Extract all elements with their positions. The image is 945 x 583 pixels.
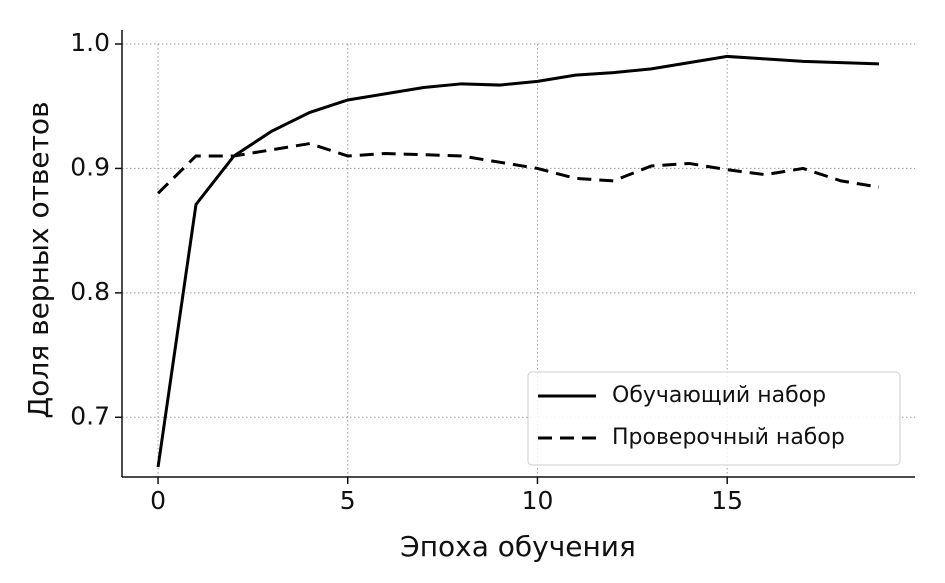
x-tick-label: 10 — [522, 486, 554, 515]
series-line — [156, 54, 880, 468]
y-tick-label: 0.8 — [70, 277, 110, 306]
y-tick-label: 0.9 — [70, 152, 110, 181]
x-tick-label: 15 — [711, 486, 743, 515]
y-tick-label: 0.7 — [70, 401, 110, 430]
y-tick-label: 1.0 — [70, 28, 110, 57]
legend-label: Обучающий набор — [612, 383, 826, 408]
series-line — [156, 142, 880, 195]
legend: Обучающий набор Проверочный набор — [527, 371, 901, 466]
legend-box — [527, 371, 901, 466]
legend-label: Проверочный набор — [612, 425, 845, 450]
x-tick-label: 0 — [150, 486, 166, 515]
x-tick-label: 5 — [340, 486, 356, 515]
x-axis-label: Эпоха обучения — [400, 530, 636, 563]
y-axis-label: Доля верных ответов — [22, 101, 55, 418]
